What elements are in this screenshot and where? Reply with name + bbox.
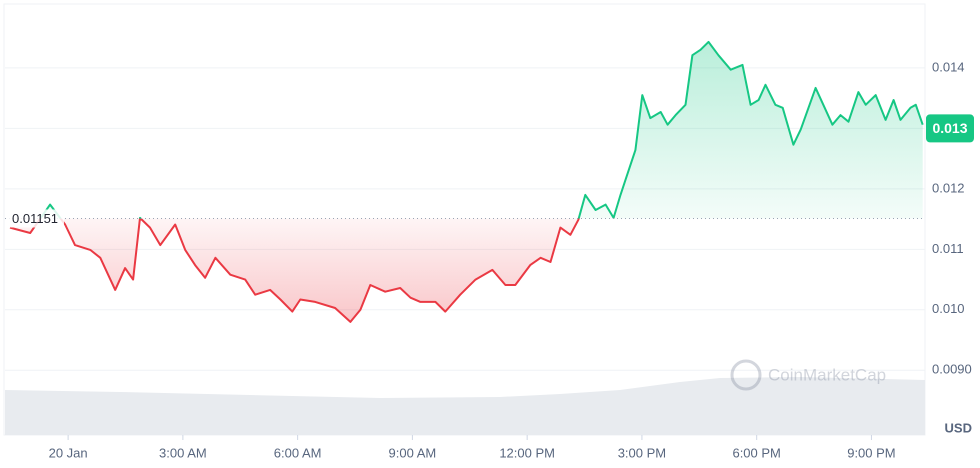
x-tick-label: 3:00 AM (159, 445, 207, 460)
baseline-label-bg (8, 209, 64, 228)
x-tick-label: 12:00 PM (499, 445, 555, 460)
y-tick-label: 0.012 (932, 180, 965, 195)
y-tick-label: 0.0090 (932, 362, 972, 377)
y-tick-label: 0.011 (932, 241, 964, 256)
volume-area (5, 377, 925, 435)
x-tick-label: 6:00 PM (732, 445, 780, 460)
last-price-label: 0.013 (932, 120, 967, 136)
x-tick-label: 3:00 PM (618, 445, 666, 460)
baseline-label: 0.01151 (12, 211, 58, 226)
y-tick-label: 0.014 (932, 59, 965, 74)
x-tick-label: 20 Jan (49, 445, 88, 460)
x-tick-label: 6:00 AM (274, 445, 322, 460)
watermark: CoinMarketCap (730, 359, 886, 391)
watermark-text: CoinMarketCap (768, 365, 886, 384)
y-tick-label: 0.010 (932, 301, 965, 316)
x-tick-label: 9:00 PM (847, 445, 895, 460)
last-price-badge (926, 114, 974, 143)
unit-label: USD (945, 420, 972, 435)
price-area (9, 41, 923, 322)
price-line (9, 40, 924, 323)
x-tick-label: 9:00 AM (389, 445, 437, 460)
